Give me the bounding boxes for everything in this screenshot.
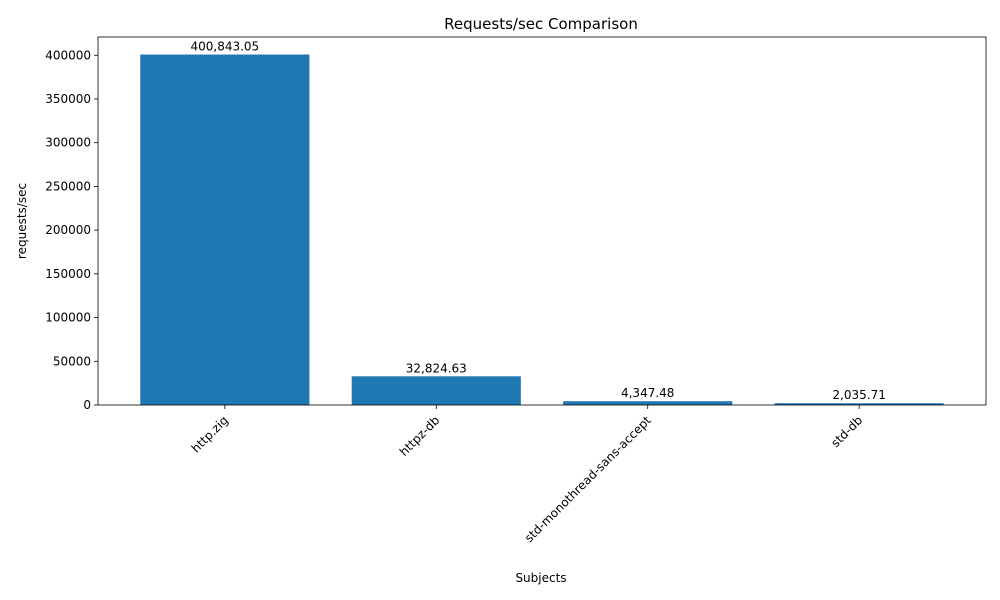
y-tick-label-2: 50000 (53, 354, 91, 368)
bar-3 (563, 401, 733, 405)
y-tick-label-3: 100000 (45, 311, 91, 325)
bar-4 (774, 403, 944, 405)
bar-1 (140, 54, 310, 406)
data-label-1: 400,843.05 (190, 40, 259, 54)
chart-title: Requests/sec Comparison (444, 15, 638, 33)
y-tick-label-8: 350000 (45, 92, 91, 106)
y-tick-label-9: 400000 (45, 48, 91, 62)
plot-area: 400,843.05 http.zig 32,824.63 httpz-db 4,347… (45, 36, 987, 545)
y-tick-label-4: 150000 (45, 267, 91, 281)
y-tick-label-1: 0 (83, 398, 91, 412)
y-tick-label-5: 200000 (45, 223, 91, 237)
y-tick-label-7: 300000 (45, 136, 91, 150)
data-label-2: 32,824.63 (406, 361, 467, 375)
x-axis-label: Subjects (515, 571, 566, 585)
y-axis-label: requests/sec (15, 183, 29, 259)
x-tick-label-3: std-monothread-sans-accept (522, 413, 654, 545)
x-tick-label-2: httpz-db (397, 413, 443, 459)
x-tick-label-4: std-db (828, 413, 865, 450)
plot-frame (97, 36, 987, 406)
x-tick-label-1: http.zig (189, 413, 231, 455)
bar-2 (351, 376, 521, 405)
data-label-4: 2,035.71 (832, 388, 885, 402)
data-label-3: 4,347.48 (621, 386, 674, 400)
y-tick-label-6: 250000 (45, 179, 91, 193)
